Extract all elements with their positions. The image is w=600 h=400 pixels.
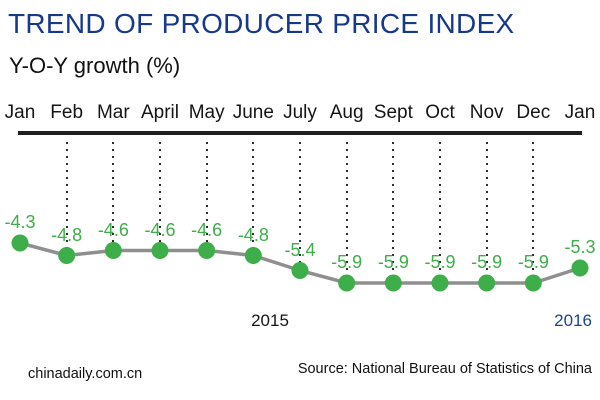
dotted-gridline (345, 142, 348, 283)
month-label: Nov (469, 102, 504, 123)
value-label: -4.3 (4, 212, 36, 232)
value-label: -5.9 (471, 252, 503, 272)
data-point (571, 259, 589, 277)
month-label: Feb (50, 102, 84, 123)
year-label-2016: 2016 (554, 311, 592, 330)
value-label: -4.6 (191, 219, 223, 240)
source-credit: Source: National Bureau of Statistics of… (297, 361, 592, 377)
month-label: Sept (373, 102, 413, 123)
dotted-gridline (112, 142, 115, 251)
value-label: -5.9 (517, 252, 549, 272)
month-label: Jan (4, 102, 36, 123)
value-label: -4.8 (237, 224, 269, 245)
month-label: Oct (425, 102, 455, 123)
dotted-gridline (392, 142, 395, 283)
month-label: Aug (329, 102, 364, 123)
dotted-gridline (159, 142, 161, 251)
data-point (11, 234, 29, 252)
month-label: Jan (564, 102, 596, 123)
dotted-gridline (205, 142, 208, 251)
month-label: April (140, 102, 180, 123)
value-label: -5.4 (284, 239, 316, 260)
month-axis: Jan Feb Mar April May June July Aug Sept Oct Nov De… (0, 102, 600, 126)
dotted-gridline (439, 142, 441, 283)
page-title: TREND OF PRODUCER PRICE INDEX (8, 8, 515, 39)
dotted-gridline (532, 142, 535, 283)
year-label-2015: 2015 (251, 311, 289, 330)
dotted-gridline (65, 142, 68, 256)
value-label: -5.9 (331, 252, 363, 272)
month-label: May (188, 102, 225, 123)
month-label: July (283, 102, 317, 123)
month-label: Mar (96, 102, 130, 123)
dotted-gridline (485, 142, 488, 283)
site-credit: chinadaily.com.cn (28, 366, 143, 382)
chart-subtitle: Y-O-Y growth (%) (9, 53, 181, 78)
value-label: -5.9 (424, 252, 456, 272)
dotted-gridline (252, 142, 255, 256)
value-label: -4.8 (51, 224, 83, 245)
x-axis-line (18, 131, 582, 135)
value-label: -4.6 (144, 219, 176, 240)
value-label: -5.9 (377, 252, 409, 272)
month-label: June (232, 102, 274, 123)
dotted-gridline (299, 142, 301, 271)
month-label: Dec (516, 102, 551, 123)
value-label: -5.3 (564, 237, 596, 257)
value-label: -4.6 (97, 219, 129, 240)
